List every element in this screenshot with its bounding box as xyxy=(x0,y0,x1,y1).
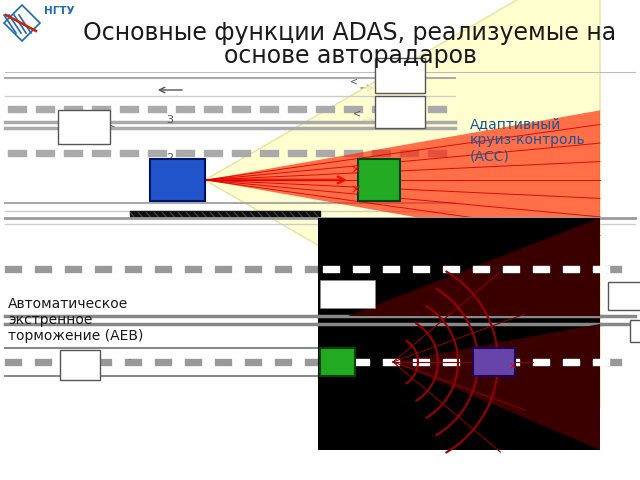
Text: основе авторадаров: основе авторадаров xyxy=(223,44,476,68)
Bar xyxy=(375,58,425,93)
Bar xyxy=(630,320,640,342)
Text: Основные функции ADAS, реализуемые на: Основные функции ADAS, реализуемые на xyxy=(83,21,616,45)
Bar xyxy=(320,280,375,308)
Bar xyxy=(60,350,100,380)
Text: ×: × xyxy=(351,164,361,177)
Bar xyxy=(608,282,640,310)
Text: .: . xyxy=(128,352,132,362)
Text: Автоматическое
экстренное
торможение (АЕВ): Автоматическое экстренное торможение (АЕ… xyxy=(8,297,143,343)
Text: .: . xyxy=(603,263,607,273)
Polygon shape xyxy=(205,110,600,250)
Text: ×: × xyxy=(351,183,361,196)
Bar xyxy=(375,96,425,128)
Text: 2: 2 xyxy=(166,153,173,163)
Polygon shape xyxy=(205,0,600,408)
Polygon shape xyxy=(348,218,600,316)
Text: <: < xyxy=(353,109,361,119)
Bar xyxy=(58,110,110,144)
Bar xyxy=(318,218,600,450)
Polygon shape xyxy=(393,324,600,450)
Bar xyxy=(320,348,355,376)
Bar xyxy=(473,348,515,376)
Text: ×: × xyxy=(509,361,517,371)
Bar xyxy=(150,159,205,201)
Text: Адаптивный
круиз-контроль
(АСС): Адаптивный круиз-контроль (АСС) xyxy=(470,117,586,163)
Bar xyxy=(358,159,400,201)
Text: 3: 3 xyxy=(166,115,173,125)
Text: <: < xyxy=(350,76,358,86)
Text: НГТУ: НГТУ xyxy=(44,6,75,16)
